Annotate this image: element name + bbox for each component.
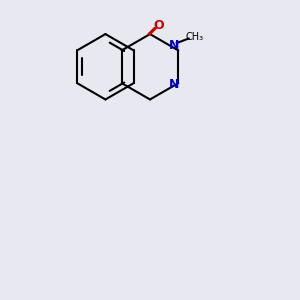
Text: O: O <box>154 19 164 32</box>
Text: N: N <box>169 40 179 52</box>
Text: CH₃: CH₃ <box>185 32 204 42</box>
Text: N: N <box>169 78 179 91</box>
